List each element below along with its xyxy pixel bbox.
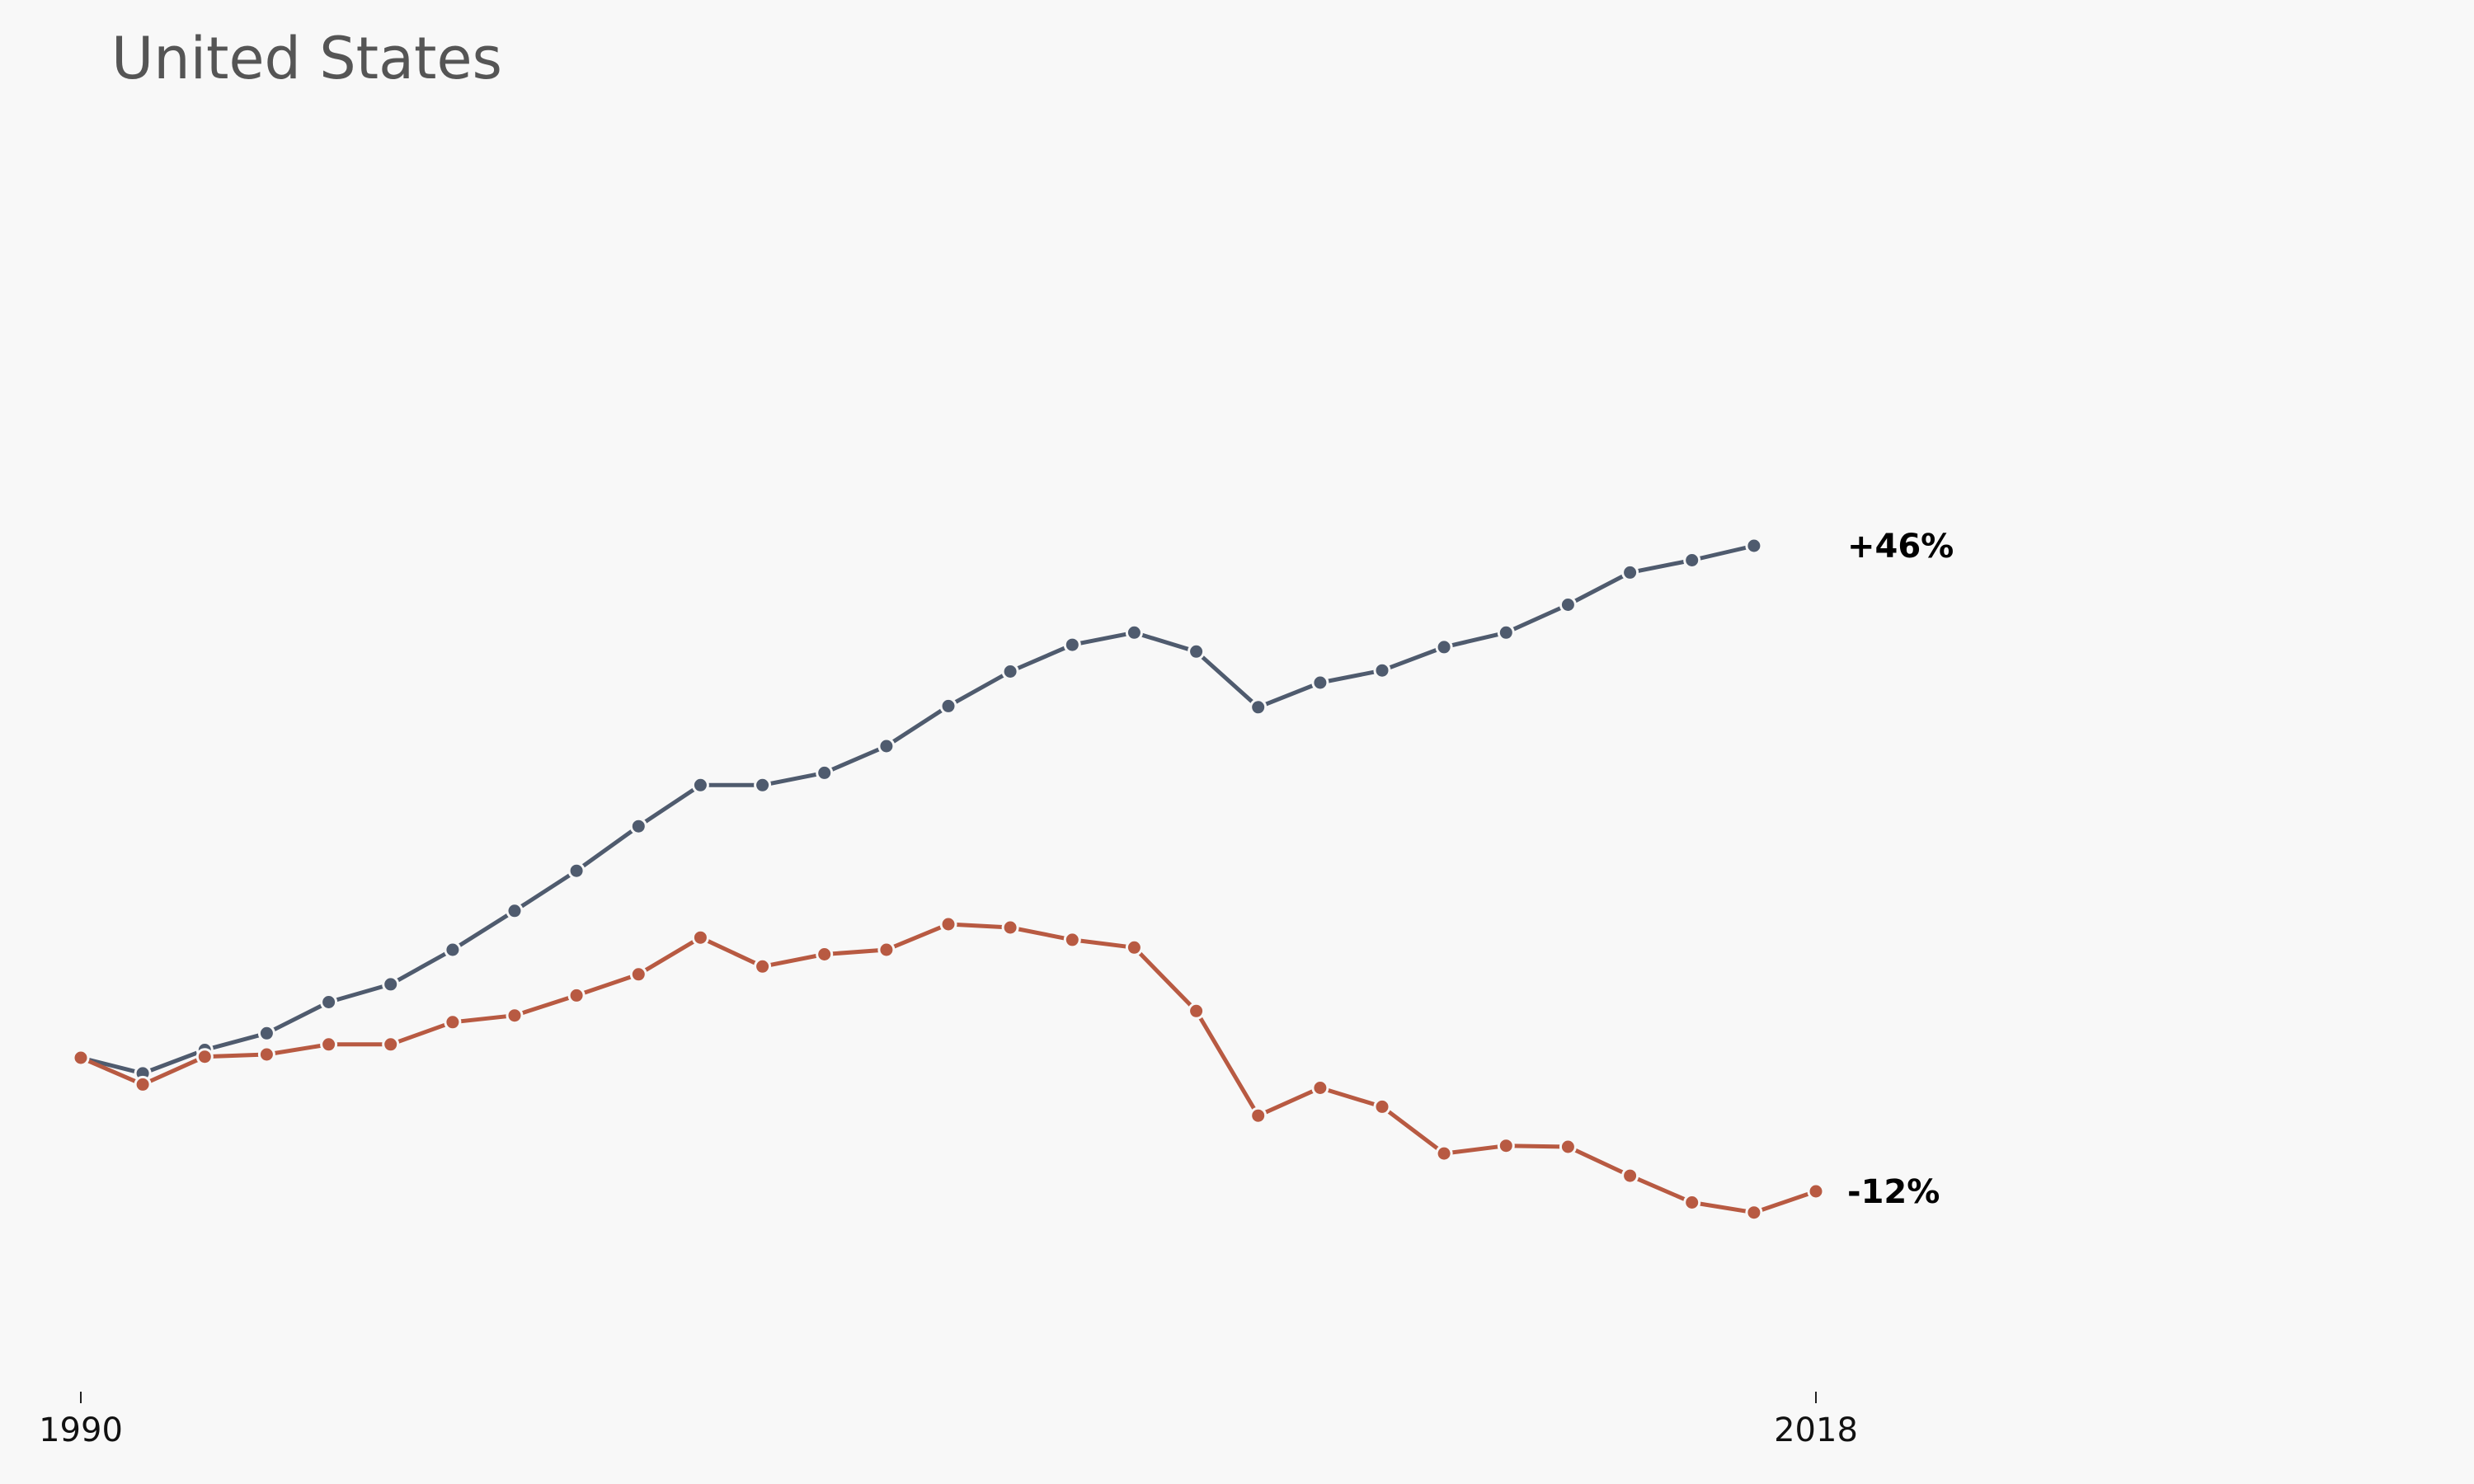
data-point [629, 965, 647, 984]
data-point [1497, 623, 1515, 641]
data-point [567, 862, 586, 880]
chart-title: United States [111, 25, 502, 92]
series-layer [72, 537, 1825, 1222]
data-point [754, 776, 772, 794]
data-point [382, 1036, 400, 1054]
data-point [754, 957, 772, 975]
data-point [1063, 636, 1081, 654]
x-tick-label: 2018 [1774, 1411, 1858, 1449]
data-point [1745, 1204, 1763, 1222]
data-point [1001, 663, 1019, 680]
data-point [1621, 1167, 1639, 1185]
data-point [1745, 537, 1763, 555]
data-point [72, 1049, 90, 1067]
data-point [1373, 661, 1391, 679]
x-axis: 1990 2018 [39, 1392, 1858, 1449]
data-point [444, 1013, 462, 1031]
series-1 [72, 537, 1763, 1082]
data-point [877, 941, 896, 959]
data-point [1807, 1182, 1825, 1200]
data-point [1063, 931, 1081, 949]
data-point [1621, 563, 1639, 581]
data-point [939, 915, 957, 933]
data-point [1559, 596, 1577, 613]
data-point [382, 975, 400, 993]
data-point [1435, 638, 1453, 656]
data-point [506, 902, 524, 920]
data-point [1188, 1002, 1206, 1020]
data-point [320, 1036, 338, 1054]
data-point [134, 1075, 152, 1093]
x-tick-label: 1990 [39, 1411, 123, 1449]
data-point [629, 817, 647, 835]
data-point [1311, 1079, 1329, 1097]
data-point [1249, 1106, 1268, 1125]
data-point [816, 763, 834, 782]
data-point [1311, 674, 1329, 692]
data-point [1683, 1194, 1701, 1211]
data-point [506, 1007, 524, 1025]
data-point [1435, 1144, 1453, 1162]
data-point [1683, 552, 1701, 569]
data-point [320, 993, 338, 1011]
series-2 [72, 915, 1825, 1222]
data-point [877, 737, 896, 755]
data-point [1125, 623, 1143, 641]
data-point [257, 1024, 275, 1042]
series-end-label: -12% [1847, 1173, 1940, 1211]
data-point [444, 941, 462, 959]
data-point [1001, 918, 1019, 937]
data-point [939, 697, 957, 715]
end-labels: +46% -12% [1847, 528, 1954, 1211]
data-point [691, 928, 709, 946]
data-point [1559, 1138, 1577, 1156]
series-line [78, 922, 1818, 1215]
data-point [1188, 642, 1206, 660]
data-point [1373, 1097, 1391, 1115]
data-point [816, 946, 834, 963]
data-point [567, 986, 586, 1004]
data-point [195, 1048, 214, 1066]
data-point [1125, 938, 1143, 956]
data-point [691, 776, 709, 794]
data-point [1249, 698, 1268, 716]
data-point [257, 1045, 275, 1064]
data-point [1497, 1137, 1515, 1155]
series-end-label: +46% [1847, 528, 1954, 566]
series-line [78, 543, 1757, 1076]
